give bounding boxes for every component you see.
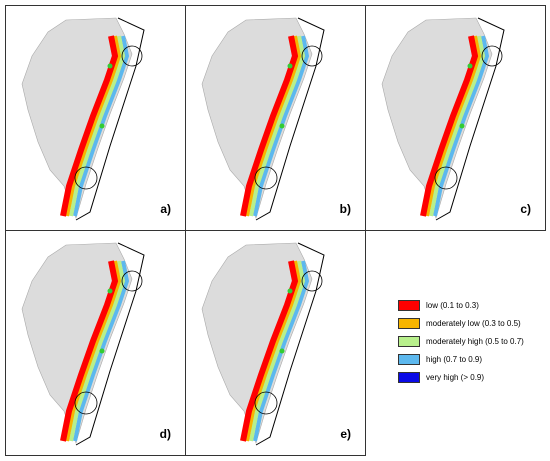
map bbox=[201, 17, 325, 221]
coastal-zone bbox=[60, 35, 119, 217]
legend-swatch bbox=[398, 353, 420, 365]
map-panel: e) bbox=[185, 230, 366, 456]
site bbox=[279, 348, 285, 354]
zone-circle bbox=[74, 391, 98, 415]
coastal-zone bbox=[245, 35, 302, 217]
legend-label: moderately low (0.3 to 0.5) bbox=[426, 318, 521, 328]
zone-circle bbox=[254, 166, 278, 190]
site bbox=[99, 123, 105, 129]
panel-label: c) bbox=[520, 202, 531, 216]
zone-circle bbox=[434, 166, 458, 190]
legend-label: low (0.1 to 0.3) bbox=[426, 300, 479, 310]
panel-label: e) bbox=[340, 427, 351, 441]
coastal-zone bbox=[69, 35, 126, 217]
zone-circle bbox=[121, 45, 143, 67]
map bbox=[21, 17, 145, 221]
coastal-zone bbox=[65, 260, 122, 442]
map bbox=[21, 242, 145, 446]
coastal-zone bbox=[249, 35, 306, 217]
sea-boundary bbox=[435, 17, 505, 221]
coastal-zone bbox=[253, 35, 310, 217]
sea-boundary bbox=[75, 242, 145, 446]
coastal-zone bbox=[65, 35, 122, 217]
site bbox=[459, 123, 465, 129]
coastal-zone bbox=[69, 260, 126, 442]
coastal-zone bbox=[73, 260, 130, 442]
zone-circle bbox=[254, 391, 278, 415]
coastal-zone bbox=[253, 260, 310, 442]
map-panel: c) bbox=[365, 5, 546, 231]
coastal-zone bbox=[240, 35, 299, 217]
panel-label: a) bbox=[160, 202, 171, 216]
legend-item: low (0.1 to 0.3) bbox=[398, 296, 524, 314]
zone-circle bbox=[74, 166, 98, 190]
coastal-zone bbox=[433, 35, 490, 217]
panel-label: d) bbox=[159, 427, 171, 441]
coastal-zone bbox=[425, 35, 482, 217]
map-panel: b) bbox=[185, 5, 366, 231]
legend-label: high (0.7 to 0.9) bbox=[426, 354, 483, 364]
legend-item: moderately low (0.3 to 0.5) bbox=[398, 314, 524, 332]
legend-item: high (0.7 to 0.9) bbox=[398, 350, 524, 368]
legend-swatch bbox=[398, 371, 420, 383]
site bbox=[107, 288, 113, 294]
map-panel: d) bbox=[5, 230, 186, 456]
legend-label: moderately high (0.5 to 0.7) bbox=[426, 336, 524, 346]
legend-item: moderately high (0.5 to 0.7) bbox=[398, 332, 524, 350]
zone-circle bbox=[301, 45, 323, 67]
coastal-zone bbox=[429, 35, 486, 217]
coastal-zone bbox=[240, 260, 299, 442]
coastal-zone bbox=[73, 35, 130, 217]
legend-swatch bbox=[398, 317, 420, 329]
map bbox=[201, 242, 325, 446]
site bbox=[467, 63, 473, 69]
map bbox=[381, 17, 505, 221]
zone-circle bbox=[301, 270, 323, 292]
sea-boundary bbox=[75, 17, 145, 221]
panel-label: b) bbox=[339, 202, 351, 216]
sea-boundary bbox=[255, 17, 325, 221]
sea-boundary bbox=[255, 242, 325, 446]
legend-swatch bbox=[398, 299, 420, 311]
map-panel: a) bbox=[5, 5, 186, 231]
site bbox=[287, 288, 293, 294]
zone-circle bbox=[481, 45, 503, 67]
legend: low (0.1 to 0.3) moderately low (0.3 to 0… bbox=[398, 296, 524, 386]
site bbox=[287, 63, 293, 69]
coastal-zone bbox=[245, 260, 302, 442]
legend-label: very high (> 0.9) bbox=[426, 372, 485, 382]
zone-circle bbox=[121, 270, 143, 292]
legend-item: very high (> 0.9) bbox=[398, 368, 524, 386]
coastal-zone bbox=[420, 35, 479, 217]
site bbox=[107, 63, 113, 69]
coastal-zone bbox=[249, 260, 306, 442]
site bbox=[279, 123, 285, 129]
site bbox=[99, 348, 105, 354]
coastal-zone bbox=[60, 260, 119, 442]
legend-swatch bbox=[398, 335, 420, 347]
